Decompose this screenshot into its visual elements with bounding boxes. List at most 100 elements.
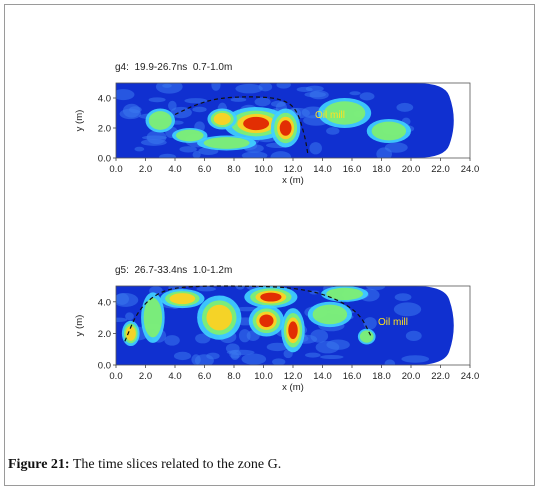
caption-text: The time slices related to the zone G.	[69, 457, 282, 472]
panel-0-anomaly-1-ring-3	[279, 120, 292, 136]
panel-1-noise	[206, 352, 220, 360]
panel-g4-title: g4: 19.9-26.7ns 0.7-1.0m	[115, 62, 233, 73]
panel-0-anomaly-6-ring-1	[323, 101, 366, 125]
panel-0-xtick-label: 6.0	[198, 164, 211, 175]
panel-0-xtick-label: 22.0	[431, 164, 450, 175]
panel-0-noise	[270, 100, 286, 108]
panel-1-noise	[234, 306, 260, 312]
panel-1-noise	[116, 317, 128, 322]
panel-1-annotation: Oil mill	[378, 317, 408, 328]
panel-0-noise	[162, 83, 172, 88]
panel-1-xtick-label: 6.0	[198, 371, 211, 382]
panel-0-xtick-label: 10.0	[254, 164, 273, 175]
panel-0-noise	[359, 92, 375, 101]
panel-1-xtick-label: 12.0	[284, 371, 303, 382]
panel-0-xtick-label: 18.0	[372, 164, 391, 175]
panel-1-noise	[173, 351, 192, 361]
panel-0-noise	[304, 91, 326, 98]
panel-1-xtick-label: 24.0	[461, 371, 480, 382]
panel-1-noise	[393, 302, 422, 317]
panel-1-noise	[116, 293, 129, 305]
panel-1-anomaly-6-ring-2	[125, 326, 136, 341]
panel-1-noise	[319, 354, 344, 360]
panel-0-noise	[254, 97, 271, 107]
panel-1-noise	[238, 329, 251, 343]
panel-1-noise	[305, 352, 321, 358]
panel-g5-title: g5: 26.7-33.4ns 1.0-1.2m	[115, 265, 233, 276]
panel-1-noise	[266, 342, 289, 352]
panel-0-noise	[184, 98, 208, 104]
panel-1-heatmap	[116, 286, 454, 365]
panel-0-noise	[309, 142, 322, 155]
panel-1-noise	[326, 339, 350, 350]
panel-0-anomaly-7-ring-1	[371, 121, 407, 141]
panel-1-xtick-label: 0.0	[109, 371, 122, 382]
panel-1-anomaly-0-ring-3	[260, 292, 282, 302]
panel-1-anomaly-1-ring-3	[259, 314, 274, 328]
panel-0-noise	[148, 97, 166, 103]
panel-1-anomaly-4-ring-2	[169, 293, 196, 305]
panel-0-noise	[168, 100, 177, 111]
panel-0-noise	[146, 130, 167, 145]
panel-0-noise	[296, 86, 313, 93]
panel-1-anomaly-9-ring-1	[359, 330, 374, 343]
panel-1-xtick-label: 10.0	[254, 371, 273, 382]
panel-0-anomaly-5-ring-1	[203, 137, 250, 149]
panel-1-ylabel: y (m)	[74, 315, 85, 337]
panel-1-noise	[125, 312, 134, 321]
panel-0-noise	[122, 103, 141, 118]
panel-0-xtick-label: 14.0	[313, 164, 332, 175]
panel-0-noise	[384, 142, 408, 153]
panel-0-noise	[376, 147, 392, 158]
panel-1-noise	[363, 317, 377, 330]
figure-caption: Figure 21: The time slices related to th…	[8, 457, 281, 473]
panel-1-ytick-label: 0.0	[98, 361, 111, 372]
panel-0-noise	[235, 83, 263, 94]
panel-0-noise	[116, 89, 135, 101]
panel-0-noise	[179, 146, 197, 153]
panel-1-noise	[195, 333, 211, 344]
panel-1-noise	[384, 359, 396, 365]
panel-0-noise	[192, 106, 207, 113]
panel-0-heatmap	[116, 83, 454, 158]
panel-1-xtick-label: 20.0	[402, 371, 421, 382]
panel-0-ytick-label: 0.0	[98, 154, 111, 165]
panel-0-annotation: Oil mill	[315, 110, 345, 121]
panel-1-anomaly-3-ring-2	[206, 304, 233, 331]
panel-1-noise	[405, 330, 422, 341]
caption-label: Figure 21:	[8, 457, 70, 472]
panel-0-anomaly-3-ring-1	[175, 129, 204, 142]
panel-0-ytick-label: 2.0	[98, 124, 111, 135]
panel-0-anomaly-2-ring-2	[213, 112, 231, 126]
panel-1-ytick-label: 2.0	[98, 329, 111, 340]
panel-0-anomaly-4-ring-1	[148, 111, 172, 130]
panel-0-ytick-label: 4.0	[98, 94, 111, 105]
panel-1-noise	[241, 353, 267, 365]
panel-1-noise	[272, 358, 286, 365]
panel-1-noise	[394, 293, 412, 301]
panel-0-noise	[396, 102, 414, 112]
panel-0-xtick-label: 0.0	[109, 164, 122, 175]
panel-1-noise	[196, 286, 216, 292]
panel-1-noise	[226, 349, 255, 356]
panel-0-oil-mill-boundary	[174, 96, 309, 154]
panel-1-noise	[310, 329, 329, 343]
panel-0-noise	[211, 83, 221, 91]
panel-1-noise	[164, 335, 180, 346]
panel-1-ytick-label: 4.0	[98, 297, 111, 308]
panel-1-xlabel: x (m)	[282, 382, 304, 393]
panel-1-xtick-label: 16.0	[343, 371, 362, 382]
panel-0-xlabel: x (m)	[282, 175, 304, 186]
panel-0-xtick-label: 24.0	[461, 164, 480, 175]
panel-1-xtick-label: 14.0	[313, 371, 332, 382]
panel-0-noise	[270, 151, 292, 158]
panel-0-noise	[241, 151, 268, 158]
panel-0-noise	[134, 146, 145, 152]
panel-0-xtick-label: 8.0	[227, 164, 240, 175]
panel-1-anomaly-8-ring-1	[326, 287, 364, 301]
panel-1-oil-mill-boundary	[124, 285, 372, 342]
panel-0-xtick-label: 20.0	[402, 164, 421, 175]
panel-0-ylabel: y (m)	[74, 110, 85, 132]
panel-1-anomaly-5-ring-1	[143, 297, 163, 338]
